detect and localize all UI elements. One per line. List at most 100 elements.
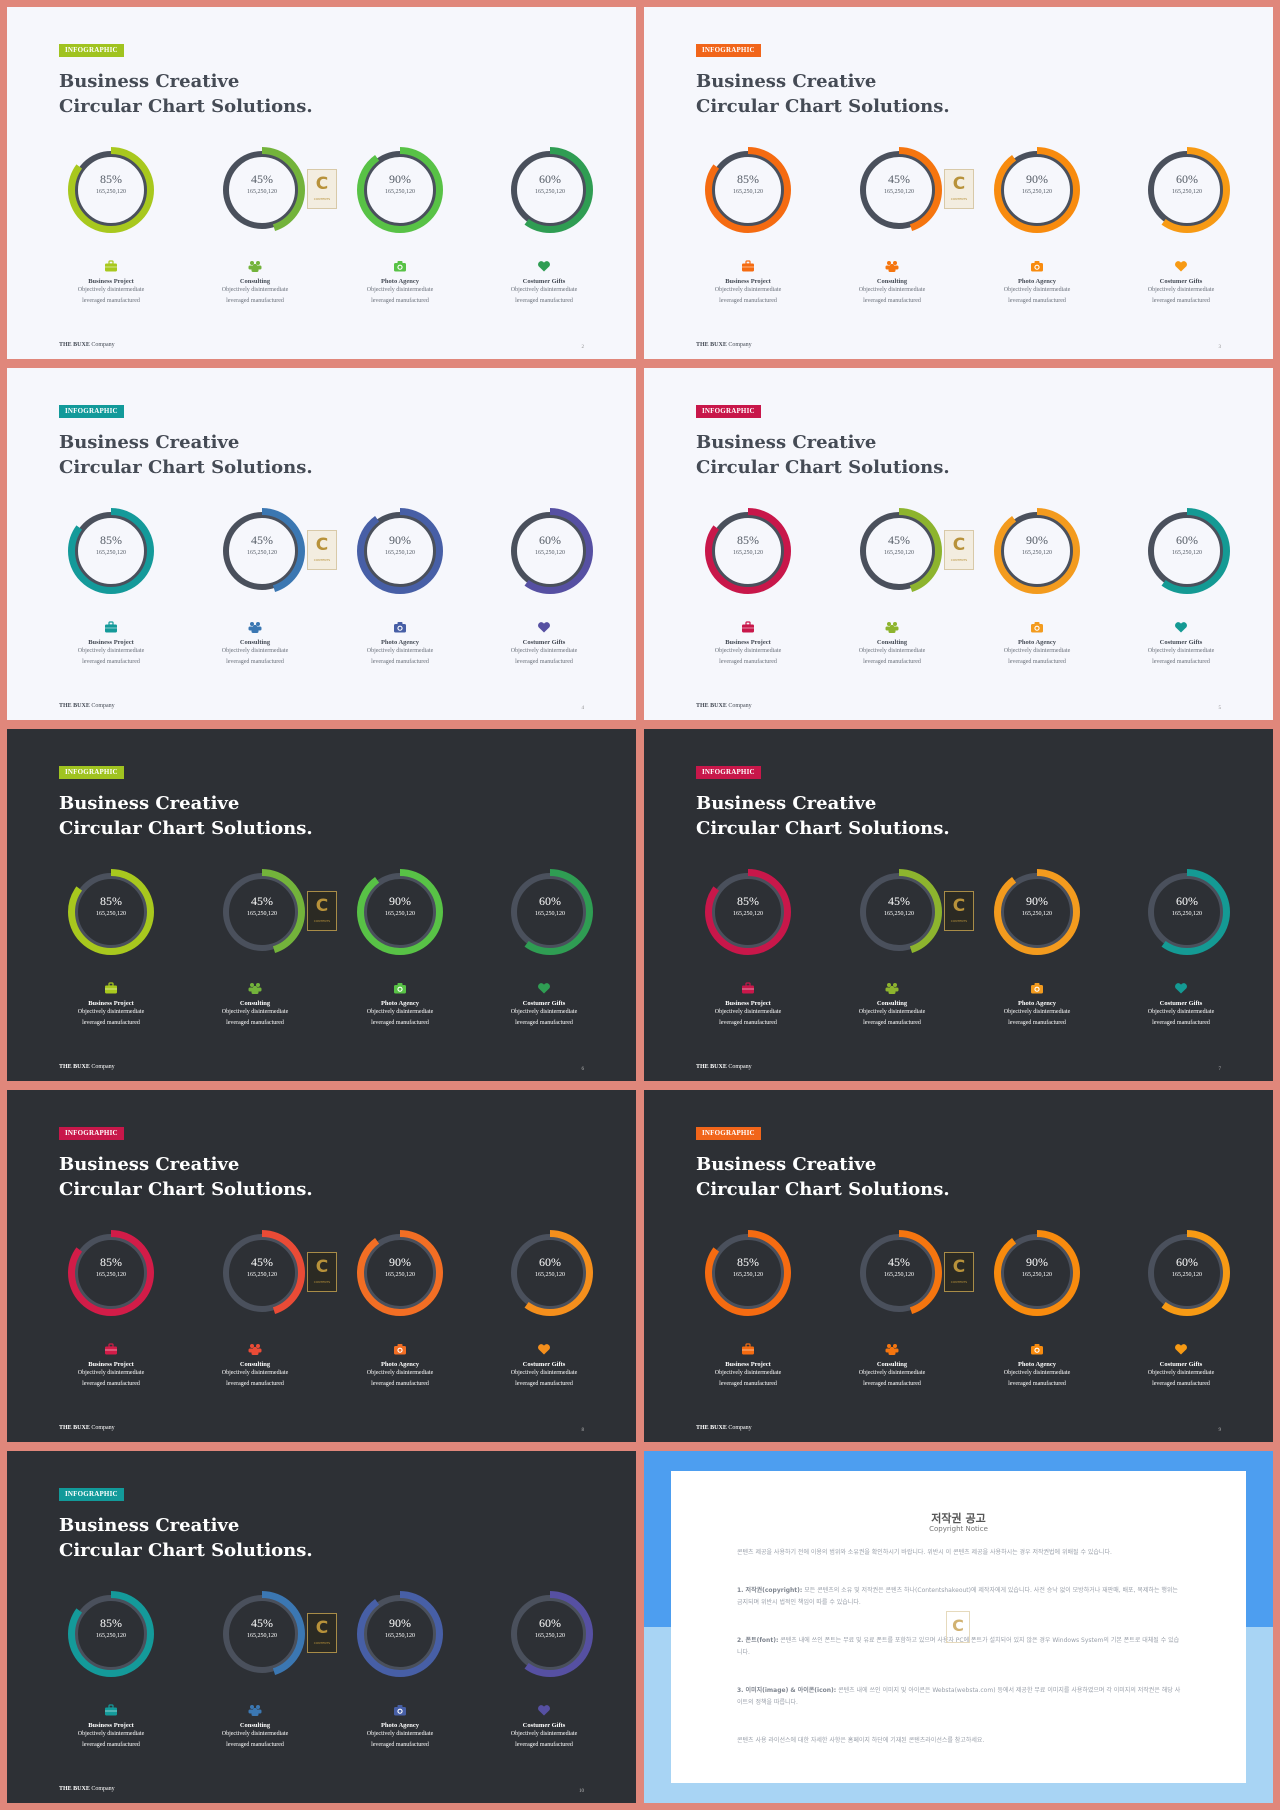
chart-subvalue: 165,250,120: [1172, 911, 1202, 917]
feature-item: Consulting Objectively disintermediate lev…: [200, 260, 310, 307]
feature-name: Costumer Gifts: [522, 278, 566, 285]
chart-subvalue: 165,250,120: [1022, 1272, 1052, 1278]
infographic-badge: INFOGRAPHIC: [696, 405, 761, 418]
slide-thumbnail-9[interactable]: INFOGRAPHIC Business Creative Circular C…: [7, 1451, 636, 1803]
circular-charts: 85% 165,250,120 45% 165,250,120 90% 165,250,1…: [644, 1218, 1273, 1316]
feature-desc-line-1: Objectively disintermediate: [1147, 1009, 1215, 1015]
donut-chart: 60% 165,250,120: [1142, 506, 1232, 596]
title-line-2: Circular Chart Solutions.: [696, 1179, 950, 1200]
feature-item: Costumer Gifts Objectively disintermediat…: [489, 982, 599, 1029]
page-number: 2: [581, 345, 585, 350]
donut-chart: 85% 165,250,120: [703, 145, 793, 235]
ring-progress-arc: [1144, 869, 1230, 955]
ring-progress-arc: [357, 147, 443, 233]
ring-progress-arc: [357, 1591, 443, 1677]
feature-item: Costumer Gifts Objectively disintermediat…: [489, 1704, 599, 1751]
page-number: 10: [579, 1789, 584, 1794]
briefcase-icon: [105, 260, 117, 272]
logo-letter: C: [952, 535, 966, 555]
feature-item: Business Project Objectively disintermedi…: [56, 621, 166, 668]
feature-item: Costumer Gifts Objectively disintermediat…: [1126, 621, 1236, 668]
infographic-badge: INFOGRAPHIC: [696, 44, 761, 57]
slide-thumbnail-7[interactable]: INFOGRAPHIC Business Creative Circular C…: [7, 1090, 636, 1442]
feature-desc-line-1: Objectively disintermediate: [858, 648, 926, 654]
feature-name: Consulting: [239, 1000, 271, 1007]
feature-desc-line-1: Objectively disintermediate: [510, 287, 578, 293]
feature-name: Business Project: [725, 639, 771, 646]
page-number: 7: [1218, 1067, 1222, 1072]
feature-desc-line-2: leveraged manufactured: [371, 1020, 429, 1026]
feature-item: Consulting Objectively disintermediate lev…: [200, 982, 310, 1029]
donut-chart: 45% 165,250,120: [217, 145, 307, 235]
chart-percent: 45%: [888, 894, 910, 908]
logo-word: CONTENTS: [950, 197, 968, 201]
slide-thumbnail-4[interactable]: INFOGRAPHIC Business Creative Circular C…: [644, 368, 1273, 720]
feature-name: Photo Agency: [1017, 1000, 1057, 1007]
feature-item: Costumer Gifts Objectively disintermediat…: [1126, 1343, 1236, 1390]
feature-desc-line-1: Objectively disintermediate: [77, 648, 145, 654]
ring-progress-arc: [219, 147, 305, 233]
logo-word: CONTENTS: [950, 919, 968, 923]
footer-brand: THE BUXE Company: [59, 1786, 115, 1792]
feature-name: Photo Agency: [380, 278, 420, 285]
feature-desc-line-1: Objectively disintermediate: [510, 1370, 578, 1376]
feature-name: Costumer Gifts: [1159, 1361, 1203, 1368]
feature-item: Photo Agency Objectively disintermediate l…: [345, 260, 455, 307]
chart-percent: 85%: [737, 894, 759, 908]
logo-word: CONTENTS: [313, 1280, 331, 1284]
slide-thumbnail-8[interactable]: INFOGRAPHIC Business Creative Circular C…: [644, 1090, 1273, 1442]
notice-image-para: 3. 이미지(image) & 아이콘(icon): 콘텐츠 내에 쓰인 이미지…: [737, 1685, 1183, 1709]
chart-subvalue: 165,250,120: [1172, 1272, 1202, 1278]
feature-desc-line-2: leveraged manufactured: [1008, 659, 1066, 665]
feature-desc-line-2: leveraged manufactured: [1152, 298, 1210, 304]
camera-icon: [1031, 983, 1043, 994]
chart-percent: 85%: [100, 1255, 122, 1269]
camera-icon: [394, 622, 406, 633]
feature-desc-line-1: Objectively disintermediate: [77, 287, 145, 293]
title-line-1: Business Creative: [59, 1154, 240, 1175]
heart-icon: [1175, 983, 1187, 994]
footer-brand: THE BUXE Company: [696, 703, 752, 709]
slide-thumbnail-6[interactable]: INFOGRAPHIC Business Creative Circular C…: [644, 729, 1273, 1081]
feature-desc-line-2: leveraged manufactured: [82, 1742, 140, 1748]
footer-brand-name: THE BUXE: [696, 703, 727, 709]
page-number: 5: [1218, 706, 1222, 711]
feature-desc-line-1: Objectively disintermediate: [1003, 287, 1071, 293]
slide-thumbnail-3[interactable]: INFOGRAPHIC Business Creative Circular C…: [7, 368, 636, 720]
notice-subtitle: Copyright Notice: [929, 1525, 988, 1533]
title-line-1: Business Creative: [696, 793, 877, 814]
logo-letter: C: [315, 535, 329, 555]
footer-brand-name: THE BUXE: [59, 1425, 90, 1431]
copyright-notice-slide[interactable]: 저작권 공고 Copyright Notice 콘텐츠 제공을 사용하기 전에 이용…: [644, 1451, 1273, 1803]
ring-progress-arc: [994, 1230, 1080, 1316]
donut-chart: 60% 165,250,120: [505, 867, 595, 957]
logo-letter: C: [952, 896, 966, 916]
feature-item: Photo Agency Objectively disintermediate l…: [982, 1343, 1092, 1390]
feature-name: Consulting: [876, 1361, 908, 1368]
chart-subvalue: 165,250,120: [96, 189, 126, 195]
feature-item: Photo Agency Objectively disintermediate l…: [345, 982, 455, 1029]
logo-word: CONTENTS: [313, 197, 331, 201]
ring-progress-arc: [219, 1591, 305, 1677]
notice-closing: 콘텐츠 사용 라이선스에 대한 자세한 사항은 홈페이지 하단에 기재된 콘텐츠…: [737, 1737, 985, 1744]
feature-desc-line-2: leveraged manufactured: [1152, 659, 1210, 665]
footer-brand: THE BUXE Company: [696, 1064, 752, 1070]
ring-progress-arc: [219, 1230, 305, 1316]
slide-thumbnail-1[interactable]: INFOGRAPHIC Business Creative Circular C…: [7, 7, 636, 359]
slide-thumbnail-5[interactable]: INFOGRAPHIC Business Creative Circular C…: [7, 729, 636, 1081]
notice-font-head: 2. 폰트(font):: [737, 1637, 779, 1644]
footer-brand-name: THE BUXE: [59, 703, 90, 709]
feature-item: Business Project Objectively disintermedi…: [693, 1343, 803, 1390]
donut-chart: 90% 165,250,120: [355, 1589, 445, 1679]
title-line-2: Circular Chart Solutions.: [696, 457, 950, 478]
heart-icon: [538, 1344, 550, 1355]
feature-desc-line-1: Objectively disintermediate: [1147, 648, 1215, 654]
feature-desc-line-1: Objectively disintermediate: [366, 1370, 434, 1376]
ring-progress-arc: [705, 147, 791, 233]
slide-title: Business Creative Circular Chart Solutio…: [59, 69, 313, 119]
camera-icon: [1031, 622, 1043, 633]
camera-icon: [1031, 261, 1043, 272]
chart-percent: 85%: [100, 894, 122, 908]
slide-thumbnail-2[interactable]: INFOGRAPHIC Business Creative Circular C…: [644, 7, 1273, 359]
chart-subvalue: 165,250,120: [1022, 550, 1052, 556]
